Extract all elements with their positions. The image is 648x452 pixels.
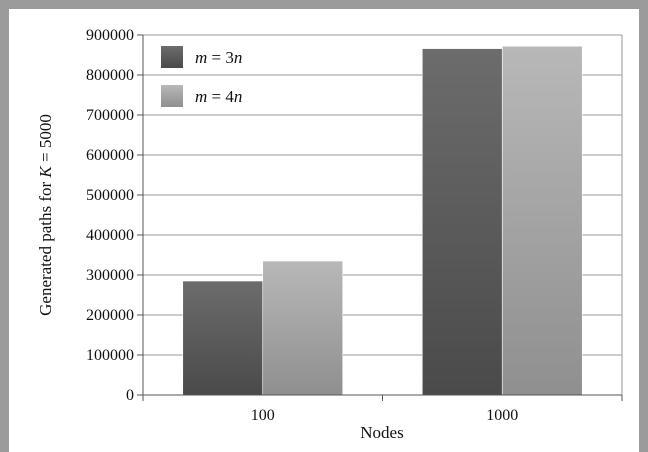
- legend-swatch-series-2: [161, 85, 183, 107]
- y-tick-labels: 0 100000 200000 300000 400000 500000 600000 700…: [86, 27, 134, 404]
- y-tick-label: 0: [126, 387, 134, 404]
- legend: m = 3n m = 4n: [161, 46, 242, 107]
- y-axis-title-variable: K: [36, 165, 55, 179]
- axes: [137, 34, 623, 401]
- x-tick-labels: 100 1000: [251, 407, 519, 424]
- legend-label-series-2: m = 4n: [195, 87, 242, 106]
- bar-series-2-100: [262, 260, 344, 396]
- x-tick-label: 100: [251, 407, 275, 424]
- y-tick-label: 600000: [86, 147, 134, 164]
- bars: [182, 45, 583, 396]
- legend-label-series-1: m = 3n: [195, 48, 242, 67]
- y-axis-title-prefix: Generated paths for: [36, 178, 55, 316]
- y-axis-title-suffix: = 5000: [36, 114, 55, 166]
- bar-series-2-1000: [501, 45, 583, 396]
- x-axis-title: Nodes: [360, 423, 403, 442]
- legend-swatch-series-1: [161, 46, 183, 68]
- bar-series-1-1000: [421, 48, 503, 396]
- y-axis-title: Generated paths for K = 5000: [36, 114, 55, 316]
- y-tick-label: 400000: [86, 227, 134, 244]
- bar-series-1-100: [182, 280, 264, 396]
- y-tick-label: 900000: [86, 27, 134, 44]
- y-tick-label: 500000: [86, 187, 134, 204]
- y-tick-label: 700000: [86, 107, 134, 124]
- y-tick-label: 100000: [86, 347, 134, 364]
- x-tick-label: 1000: [486, 407, 518, 424]
- y-tick-label: 800000: [86, 67, 134, 84]
- y-tick-label: 300000: [86, 267, 134, 284]
- y-tick-label: 200000: [86, 307, 134, 324]
